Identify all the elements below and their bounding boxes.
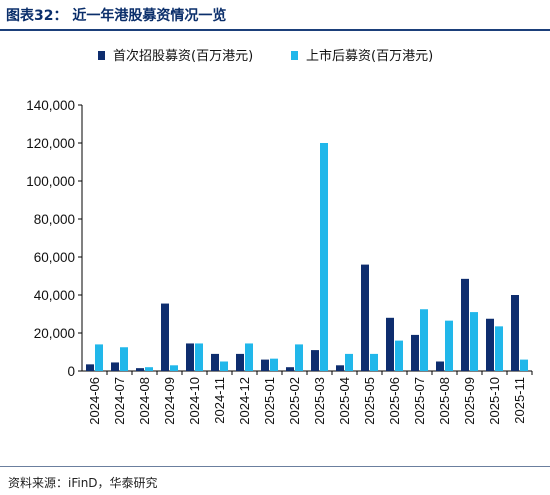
x-tick-label: 2025-06 [387,377,402,425]
legend-swatch-series2 [291,51,298,60]
bar-chart: 首次招股募资(百万港元) 上市后募资(百万港元) 0 20,000 40,000 60… [26,48,533,425]
x-tick-label: 2025-05 [362,377,377,425]
bar-series2 [295,344,303,371]
bar-series1 [311,350,319,371]
x-tick-label: 2025-07 [412,377,427,425]
x-tick-label: 2024-09 [162,377,177,425]
bar-series2 [95,344,103,371]
bar-series2 [345,353,353,371]
bar-series1 [436,361,444,371]
y-tick-label: 0 [67,364,75,379]
bar-series2 [270,358,278,371]
bar-series2 [170,365,178,371]
x-axis: 2024-06 2024-07 2024-08 2024-09 2024-10 2024-… [82,370,533,425]
bar-series1 [461,278,469,371]
legend-label-series1: 首次招股募资(百万港元) [113,48,253,64]
y-tick-label: 80,000 [34,212,75,227]
bar-series2 [495,326,503,371]
bar-series2 [470,312,478,371]
x-tick-label: 2024-06 [87,377,102,425]
x-tick-label: 2025-09 [462,377,477,425]
x-tick-label: 2025-03 [312,377,327,425]
bar-series1 [386,317,394,371]
x-tick-label: 2025-08 [437,377,452,425]
y-tick-label: 40,000 [34,288,75,303]
y-tick-label: 100,000 [26,174,75,189]
y-tick-label: 20,000 [34,326,75,341]
bar-series1 [286,367,294,371]
bar-series2 [220,361,228,371]
bar-series2 [145,367,153,371]
legend: 首次招股募资(百万港元) 上市后募资(百万港元) [98,48,433,64]
bar-series2 [395,340,403,371]
y-tick-label: 120,000 [26,136,75,151]
bar-series1 [511,295,519,371]
x-tick-label: 2025-01 [262,377,277,425]
bar-series2 [195,343,203,371]
x-tick-label: 2024-08 [137,377,152,425]
legend-swatch-series1 [98,51,105,60]
bar-series2 [320,143,328,371]
bar-series1 [136,368,144,371]
bar-series2 [245,343,253,371]
x-tick-label: 2025-10 [487,377,502,425]
x-tick-label: 2024-11 [212,377,227,424]
bar-series1 [486,318,494,371]
bar-series1 [361,264,369,371]
bars [86,143,528,371]
bar-series2 [445,320,453,371]
bar-series1 [111,362,119,371]
bar-series1 [411,334,419,371]
legend-label-series2: 上市后募资(百万港元) [306,48,433,64]
source-note: 资料来源：iFinD，华泰研究 [8,476,158,490]
bar-series2 [370,353,378,371]
bar-series1 [236,353,244,371]
bar-series2 [420,309,428,371]
bar-series2 [520,359,528,371]
x-tick-label: 2024-10 [187,377,202,425]
x-tick-label: 2024-07 [112,377,127,425]
footer-divider [0,466,550,467]
x-tick-label: 2025-02 [287,377,302,425]
y-tick-label: 140,000 [26,98,75,113]
bar-series1 [211,353,219,371]
x-tick-label: 2024-12 [237,377,252,425]
bar-series1 [261,359,269,371]
bar-series1 [336,365,344,371]
chart-title: 图表32： 近一年港股募资情况一览 [6,8,227,24]
bar-series1 [161,303,169,371]
y-axis: 0 20,000 40,000 60,000 80,000 100,000 120,000 1… [26,98,83,379]
x-tick-label: 2025-11 [512,377,527,424]
y-tick-label: 60,000 [34,250,75,265]
bar-series1 [186,343,194,371]
title-divider [0,29,550,31]
x-tick-label: 2025-04 [337,377,352,425]
bar-series2 [120,347,128,371]
bar-series1 [86,364,94,371]
